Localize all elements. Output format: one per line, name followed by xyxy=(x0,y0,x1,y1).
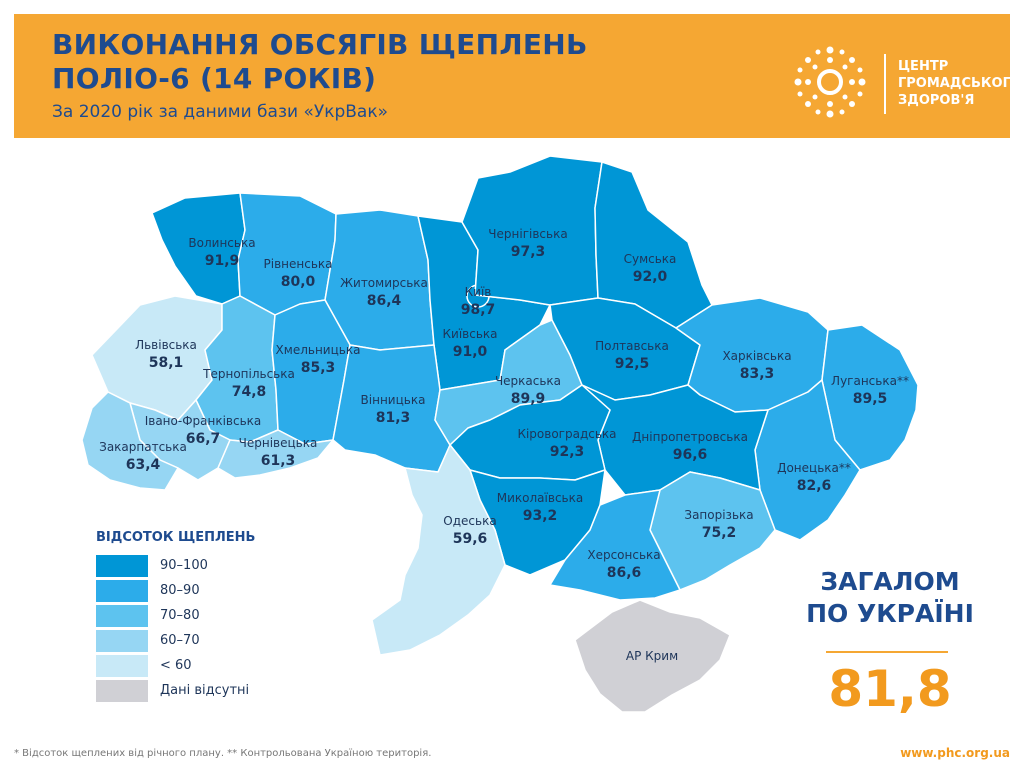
region-value-label: 83,3 xyxy=(740,366,775,382)
logo-divider xyxy=(884,54,886,114)
region-name-label: Полтавська xyxy=(595,339,669,353)
legend-swatch xyxy=(96,630,148,652)
title-line-1: ВИКОНАННЯ ОБСЯГІВ ЩЕПЛЕНЬ xyxy=(52,28,588,61)
region-value-label: 85,3 xyxy=(301,360,336,376)
region-vinnytska xyxy=(332,344,451,473)
region-value-label: 92,0 xyxy=(633,269,668,285)
public-health-logo-icon xyxy=(794,46,866,118)
legend-title: ВІДСОТОК ЩЕПЛЕНЬ xyxy=(96,530,256,545)
logo-line-1: ЦЕНТР xyxy=(898,59,949,74)
region-value-label: 91,0 xyxy=(453,344,488,360)
page-subtitle: За 2020 рік за даними бази «УкрВак» xyxy=(52,102,389,122)
total-label-line-2: ПО УКРАЇНІ xyxy=(806,599,974,628)
region-name-label: Київська xyxy=(443,327,498,341)
legend-swatch xyxy=(96,580,148,602)
logo-line-3: ЗДОРОВ'Я xyxy=(898,93,975,108)
legend-swatch xyxy=(96,680,148,702)
region-value-label: 92,3 xyxy=(550,444,585,460)
legend-label: 90–100 xyxy=(160,558,208,573)
region-name-label: Чернівецька xyxy=(239,436,318,450)
region-value-label: 59,6 xyxy=(453,531,488,547)
region-crimea xyxy=(574,599,731,713)
total-label: ЗАГАЛОМ ПО УКРАЇНІ xyxy=(800,566,980,630)
region-khersonska xyxy=(549,489,681,601)
page-title: ВИКОНАННЯ ОБСЯГІВ ЩЕПЛЕНЬ ПОЛІО-6 (14 РО… xyxy=(52,28,588,96)
region-labels: Волинська 91,9 Рівненська 80,0 Житомирська 86… xyxy=(99,227,909,663)
region-name-label: Тернопільська xyxy=(202,367,295,381)
region-value-label: 86,4 xyxy=(367,293,402,309)
region-name-label: Рівненська xyxy=(264,257,333,271)
region-name-label: Івано-Франківська xyxy=(145,414,262,428)
region-value-label: 74,8 xyxy=(232,384,267,400)
region-value-label: 58,1 xyxy=(149,355,184,371)
region-name-label: Луганська** xyxy=(831,374,909,388)
region-value-label: 97,3 xyxy=(511,244,546,260)
region-zakarpatska xyxy=(81,391,179,491)
legend-swatch xyxy=(96,555,148,577)
region-name-label: Київ xyxy=(465,285,492,299)
region-value-label: 80,0 xyxy=(281,274,316,290)
region-rivnenska xyxy=(237,192,337,316)
legend-swatch xyxy=(96,605,148,627)
region-value-label: 89,5 xyxy=(853,391,888,407)
region-value-label: 91,9 xyxy=(205,253,240,269)
region-value-label: 75,2 xyxy=(702,525,737,541)
legend-label: 60–70 xyxy=(160,633,200,648)
total-value: 81,8 xyxy=(828,660,952,718)
region-name-label: Запорізька xyxy=(684,508,753,522)
region-value-label: 63,4 xyxy=(126,457,161,473)
region-value-label: 61,3 xyxy=(261,453,296,469)
region-name-label: Одеська xyxy=(443,514,496,528)
region-value-label: 93,2 xyxy=(523,508,558,524)
logo-wordmark: ЦЕНТР ГРОМАДСЬКОГО ЗДОРОВ'Я xyxy=(898,58,1022,109)
legend-label: Дані відсутні xyxy=(160,683,250,698)
region-name-label: Чернігівська xyxy=(488,227,567,241)
region-name-label: Львівська xyxy=(135,338,197,352)
legend-swatch xyxy=(96,655,148,677)
region-value-label: 86,6 xyxy=(607,565,642,581)
region-name-label: Кіровоградська xyxy=(517,427,616,441)
region-name-label: Житомирська xyxy=(340,276,428,290)
region-value-label: 66,7 xyxy=(186,431,221,447)
region-chernivetska xyxy=(217,429,334,479)
region-name-label: Миколаївська xyxy=(497,491,583,505)
region-name-label: АР Крим xyxy=(626,649,678,663)
region-name-label: Донецька** xyxy=(777,461,851,475)
region-name-label: Закарпатська xyxy=(99,440,187,454)
website-link[interactable]: www.phc.org.ua xyxy=(900,746,1010,760)
region-value-label: 89,9 xyxy=(511,391,546,407)
region-name-label: Вінницька xyxy=(361,393,426,407)
legend-label: < 60 xyxy=(160,658,192,673)
legend-label: 70–80 xyxy=(160,608,200,623)
region-name-label: Дніпропетровська xyxy=(632,430,748,444)
title-line-2: ПОЛІО-6 (14 РОКІВ) xyxy=(52,62,377,95)
logo-line-2: ГРОМАДСЬКОГО xyxy=(898,76,1022,91)
region-value-label: 92,5 xyxy=(615,356,650,372)
region-name-label: Черкаська xyxy=(495,374,561,388)
footnote: * Відсоток щеплених від річного плану. *… xyxy=(14,748,432,759)
total-label-line-1: ЗАГАЛОМ xyxy=(820,567,960,596)
region-odeska xyxy=(371,444,506,656)
region-name-label: Хмельницька xyxy=(276,343,361,357)
region-value-label: 82,6 xyxy=(797,478,832,494)
total-divider xyxy=(826,651,948,653)
header-banner: ВИКОНАННЯ ОБСЯГІВ ЩЕПЛЕНЬ ПОЛІО-6 (14 РО… xyxy=(14,14,1022,138)
region-name-label: Херсонська xyxy=(587,548,660,562)
legend-label: 80–90 xyxy=(160,583,200,598)
region-name-label: Сумська xyxy=(624,252,677,266)
region-name-label: Волинська xyxy=(188,236,255,250)
region-value-label: 98,7 xyxy=(461,302,496,318)
region-value-label: 81,3 xyxy=(376,410,411,426)
region-value-label: 96,6 xyxy=(673,447,708,463)
region-name-label: Харківська xyxy=(722,349,791,363)
